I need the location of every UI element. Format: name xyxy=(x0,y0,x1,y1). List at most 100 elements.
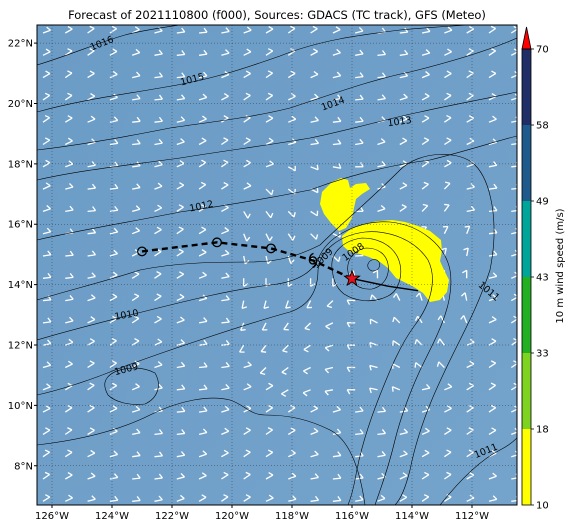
wind-barb xyxy=(444,26,453,34)
wind-barb xyxy=(399,472,408,480)
wind-barb xyxy=(355,138,364,146)
wind-barb xyxy=(176,248,184,257)
wind-barb xyxy=(131,227,141,235)
tc-current-position-star xyxy=(343,269,361,287)
wind-barb xyxy=(310,473,319,480)
wind-barb xyxy=(131,48,141,56)
wind-barb xyxy=(304,322,312,331)
wind-barb xyxy=(176,293,185,302)
wind-barb xyxy=(64,404,73,413)
wind-barb xyxy=(282,344,289,353)
wind-barb xyxy=(65,294,74,302)
wind-barb xyxy=(87,161,96,168)
wind-barb xyxy=(243,182,252,190)
wind-barb xyxy=(154,315,162,324)
wind-barb xyxy=(441,247,447,257)
wind-barb xyxy=(240,322,246,331)
wind-barb xyxy=(511,450,517,458)
wind-barb xyxy=(64,70,73,79)
isobar-1014 xyxy=(37,37,517,151)
wind-barb xyxy=(488,427,497,435)
wind-barb xyxy=(510,48,517,56)
ocean-background xyxy=(37,25,517,505)
wind-barb xyxy=(42,471,50,480)
wind-barb xyxy=(265,137,274,146)
wind-barb xyxy=(198,406,208,413)
wind-barb xyxy=(437,315,445,324)
wind-barb xyxy=(198,472,207,480)
wind-barb xyxy=(65,250,74,257)
wind-barb xyxy=(42,317,52,324)
wind-barb xyxy=(132,451,141,458)
wind-barb xyxy=(332,139,342,146)
wind-barb xyxy=(42,383,51,391)
wind-barb xyxy=(176,72,186,79)
isobar-lower xyxy=(37,397,366,505)
wind-barb xyxy=(377,94,386,101)
wind-barb xyxy=(346,344,356,350)
wind-barb xyxy=(176,494,185,502)
wind-barb xyxy=(65,137,73,146)
wind-barb xyxy=(306,300,312,309)
wind-barb xyxy=(109,271,118,279)
wind-barb xyxy=(324,344,334,352)
wind-barb xyxy=(287,25,296,34)
wind-barb xyxy=(132,183,141,190)
wind-barb xyxy=(154,72,163,79)
wind-barb xyxy=(154,495,163,502)
wind-barb xyxy=(511,116,517,123)
wind-barb xyxy=(466,92,474,101)
wind-barb xyxy=(377,406,386,413)
wind-barb xyxy=(109,427,118,436)
wind-barb xyxy=(511,227,517,235)
wind-barb xyxy=(42,405,51,413)
wind-barb xyxy=(154,361,163,369)
wind-barb xyxy=(221,471,229,480)
isobar-1008 xyxy=(331,237,401,302)
wind-barb xyxy=(265,233,273,242)
wind-barb xyxy=(87,449,96,458)
wind-barb xyxy=(332,94,342,101)
wind-barb xyxy=(87,70,95,79)
wind-barb xyxy=(460,315,468,324)
wind-barb xyxy=(488,48,497,56)
wind-barb xyxy=(466,183,475,190)
wind-barb xyxy=(109,48,118,56)
map-gridlines xyxy=(37,25,517,505)
wind-barb xyxy=(132,496,141,502)
wind-barb xyxy=(488,272,498,279)
wind-barb xyxy=(355,473,364,480)
wind-barb xyxy=(243,405,252,413)
wind-barb xyxy=(332,428,342,436)
colorbar-extend-arrow xyxy=(521,26,532,50)
high-wind-shading xyxy=(320,178,449,302)
wind-barb xyxy=(176,361,186,369)
wind-barb xyxy=(154,473,163,480)
wind-barb xyxy=(87,92,96,101)
wind-barb xyxy=(355,49,364,56)
colorbar-label: 10 m wind speed (m/s) xyxy=(555,208,566,323)
wind-barb xyxy=(176,451,186,458)
wind-barb xyxy=(42,273,52,279)
colorbar-tick-label: 33 xyxy=(536,349,549,360)
wind-barb xyxy=(488,70,497,79)
wind-barb xyxy=(243,137,251,146)
wind-barb xyxy=(109,25,118,34)
wind-barb xyxy=(399,428,409,436)
wind-barb xyxy=(265,160,274,168)
wind-barb xyxy=(399,49,409,56)
wind-barb xyxy=(198,137,207,146)
wind-barb xyxy=(176,138,185,146)
colorbar-tick-label: 49 xyxy=(536,197,549,208)
wind-barb xyxy=(443,181,451,190)
wind-barb xyxy=(511,473,517,480)
wind-barb xyxy=(154,451,163,458)
wind-barb xyxy=(132,405,141,413)
wind-barb xyxy=(332,496,342,502)
wind-barb xyxy=(109,293,118,302)
wind-barb xyxy=(324,366,334,374)
wind-barb xyxy=(154,94,163,101)
wind-barb xyxy=(355,94,364,101)
wind-barb xyxy=(332,116,342,123)
